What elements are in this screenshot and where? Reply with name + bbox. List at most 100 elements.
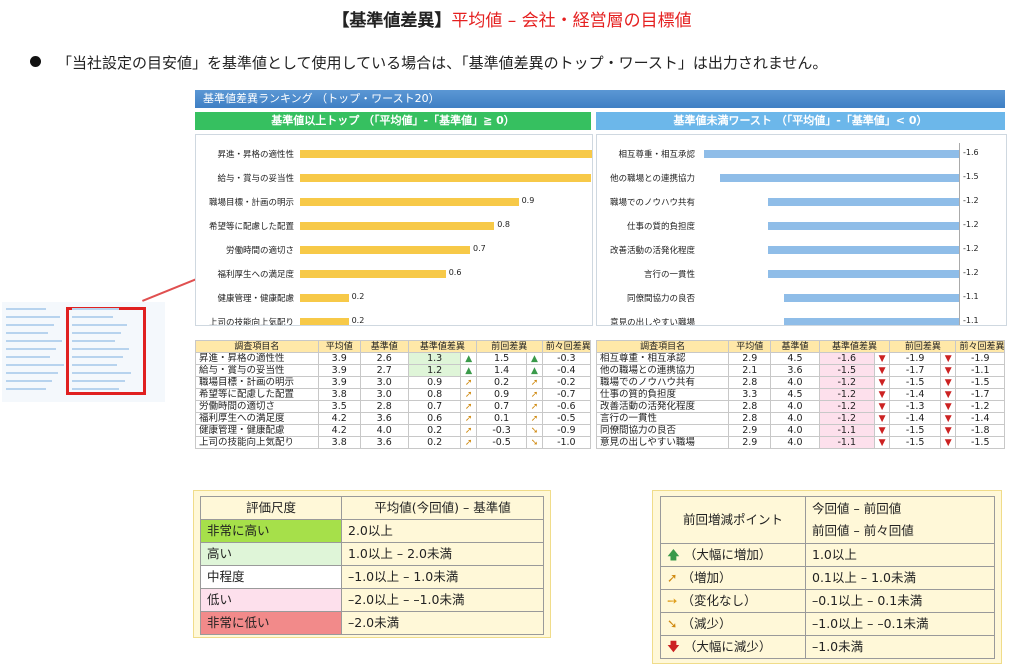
change-arrow-icon: ▼ [873,388,891,401]
prev2-diff-cell: -0.7 [541,388,592,401]
change-arrow-icon: ▼ [939,364,957,377]
change-legend-row: ➘ （減少） –1.0以上 – –0.1未満 [660,612,995,636]
baseline-diff-cell: 0.8 [407,388,462,401]
baseline-diff-cell: 0.2 [407,436,462,449]
chart-bar [300,174,592,182]
baseline-cell: 4.0 [770,424,820,437]
chart-category-label: 言行の一貫性 [643,270,695,280]
chart-category-label: 福利厚生への満足度 [217,270,294,280]
item-name-cell: 言行の一貫性 [595,412,730,425]
scale-legend-row: 非常に低い –2.0未満 [200,611,544,635]
scale-label: 高い [200,542,342,566]
change-arrow-icon: ▼ [873,364,891,377]
average-cell: 2.9 [728,424,772,437]
chart-bar [767,222,959,230]
thumbnail-line [72,340,115,342]
change-label: （減少） [681,616,732,631]
chart-bar [767,270,959,278]
average-cell: 2.9 [728,436,772,449]
table-row: 給与・賞与の妥当性 3.9 2.7 1.2 ▲ 1.4 ▲ -0.4 [195,364,592,377]
item-name-cell: 職場でのノウハウ共有 [595,376,730,389]
chart-category-label: 同僚間協力の良否 [626,294,695,304]
chart-row: 労働時間の適切さ 0.7 [196,243,592,257]
prev2-diff-cell: -1.9 [955,352,1005,365]
change-legend-header: 前回増減ポイント 今回値 – 前回値 前回値 – 前々回値 [660,496,995,544]
chart-bar [300,270,446,278]
table-row: 希望等に配慮した配置 3.8 3.0 0.8 ➚ 0.9 ➚ -0.7 [195,388,592,401]
change-range: –0.1以上 – 0.1未満 [805,589,995,613]
prev-diff-cell: 0.7 [475,400,528,413]
change-header-cell: 今回値 – 前回値 前回値 – 前々回値 [805,496,995,544]
right-arrow-icon: ➙ [667,593,678,608]
baseline-cell: 4.5 [770,388,820,401]
chart-bar [300,246,470,254]
chart-category-label: 改善活動の活発化程度 [609,246,695,256]
change-arrow-icon: ▼ [873,352,891,365]
chart-row: 健康管理・健康配慮 0.2 [196,291,592,305]
chart-data-label: -1.2 [963,268,979,277]
chart-data-label: 0.6 [448,268,462,277]
prev2-diff-cell: -0.2 [541,376,592,389]
average-cell: 2.8 [728,400,772,413]
change-label: （変化なし） [681,593,757,608]
chart-category-label: 上司の技能向上気配り [208,318,294,326]
up-arrow-icon: 🡅 [667,547,680,562]
prev2-diff-cell: -1.4 [955,412,1005,425]
prev-diff-cell: -1.5 [889,376,941,389]
prev2-diff-cell: -0.4 [541,364,592,377]
scale-legend-row: 中程度 –1.0以上 – 1.0未満 [200,565,544,589]
change-arrow-icon: ➚ [526,412,543,425]
change-label-cell: ➙ （変化なし） [660,589,806,613]
table-row: 相互尊重・相互承認 2.9 4.5 -1.6 ▼ -1.9 ▼ -1.9 [595,352,1005,365]
table-header-cell: 平均値 [317,340,361,353]
change-label: （大幅に増加） [683,547,772,562]
top-ranking-chart: 昇進・昇格の適性性1.3 給与・賞与の妥当性1.2 職場目標・計画の明示 0.9 希望等… [195,134,593,326]
prev2-diff-cell: -1.2 [955,400,1005,413]
baseline-cell: 4.0 [770,436,820,449]
prev-diff-cell: 0.2 [475,376,528,389]
prev-diff-cell: -1.3 [889,400,941,413]
change-label-cell: ➘ （減少） [660,612,806,636]
change-arrow-icon: ▼ [873,436,891,449]
change-label: （大幅に減少） [683,639,772,654]
change-arrow-icon: ➚ [526,400,543,413]
table-row: 健康管理・健康配慮 4.2 4.0 0.2 ➚ -0.3 ➘ -0.9 [195,424,592,437]
change-arrow-icon: ▼ [873,424,891,437]
item-name-cell: 仕事の質的負担度 [595,388,730,401]
baseline-cell: 4.0 [770,412,820,425]
table-row: 他の職場との連携協力 2.1 3.6 -1.5 ▼ -1.7 ▼ -1.1 [595,364,1005,377]
baseline-diff-cell: -1.2 [818,412,875,425]
change-range: –1.0未満 [805,635,995,659]
table-header-cell: 前回差異 [889,340,957,353]
prev2-diff-cell: -1.0 [541,436,592,449]
item-name-cell: 相互尊重・相互承認 [595,352,730,365]
chart-data-label: 0.2 [351,316,365,325]
change-label-cell: 🡇 （大幅に減少） [660,635,806,659]
chart-bar [783,318,959,325]
chart-category-label: 健康管理・健康配慮 [217,294,294,304]
scale-legend-row: 低い –2.0以上 – –1.0未満 [200,588,544,612]
table-row: 職場目標・計画の明示 3.9 3.0 0.9 ➚ 0.2 ➚ -0.2 [195,376,592,389]
chart-row: 相互尊重・相互承認 -1.6 [597,147,1006,161]
baseline-diff-cell: 1.2 [407,364,462,377]
baseline-cell: 3.0 [359,376,409,389]
scale-legend: 評価尺度 平均値(今回値) – 基準値 非常に高い 2.0以上 高い 1.0以上 – 2.… [200,496,544,635]
scale-range: –2.0未満 [341,611,544,635]
chart-row: 希望等に配慮した配置 0.8 [196,219,592,233]
item-name-cell: 他の職場との連携協力 [595,364,730,377]
thumbnail-line [72,348,129,350]
table-row: 同僚間協力の良否 2.9 4.0 -1.1 ▼ -1.5 ▼ -1.8 [595,424,1005,437]
item-name-cell: 同僚間協力の良否 [595,424,730,437]
top-ranking-table: 調査項目名 平均値 基準値 基準値差異 前回差異 前々回差異 昇進・昇格の適性性 3.9 2.6… [195,340,592,449]
prev-diff-cell: 1.4 [475,364,528,377]
thumbnail-line [72,380,125,382]
chart-row: 仕事の質的負担度 -1.2 [597,219,1006,233]
chart-category-label: 希望等に配慮した配置 [208,222,294,232]
change-arrow-icon: ▼ [873,412,891,425]
prev-diff-cell: -1.4 [889,388,941,401]
table-header-cell: 平均値 [728,340,772,353]
change-arrow-icon: ▲ [526,352,543,365]
prev-diff-cell: 1.5 [475,352,528,365]
prev-diff-cell: -0.3 [475,424,528,437]
change-arrow-icon: ➚ [460,388,477,401]
